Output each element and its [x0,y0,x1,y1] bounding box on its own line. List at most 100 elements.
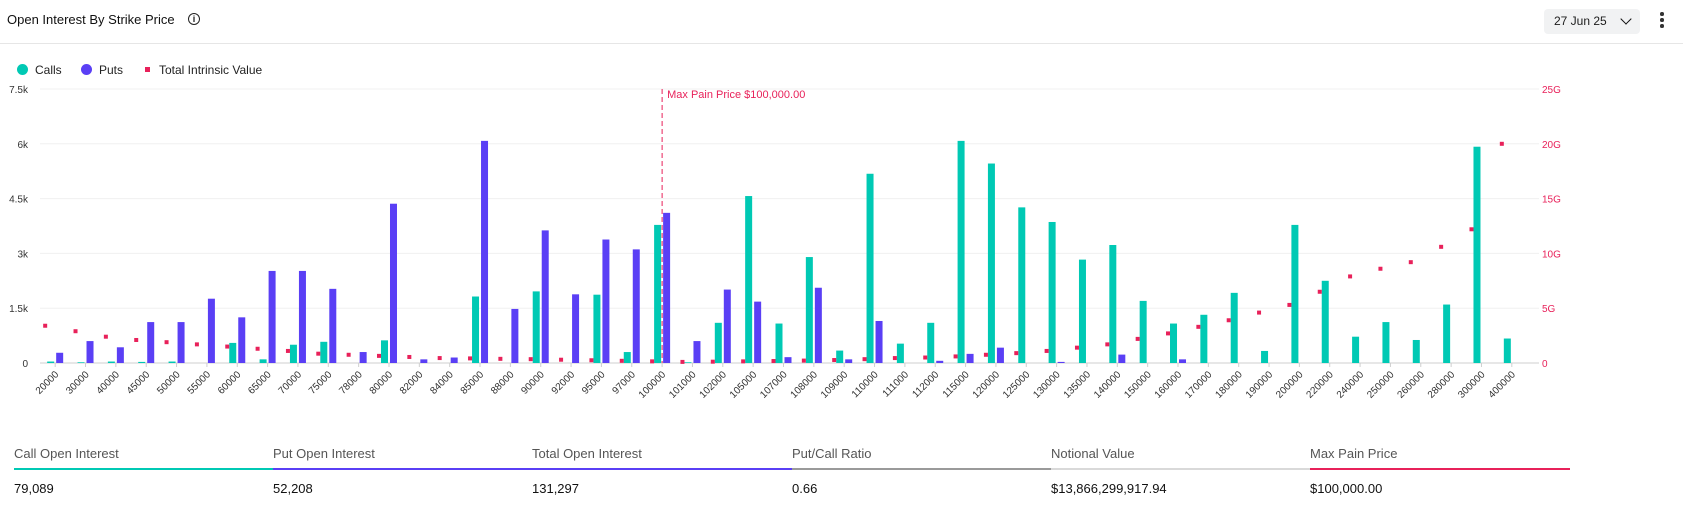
more-options-icon[interactable] [1658,12,1666,32]
legend-swatch-intrinsic [145,67,150,72]
x-tick-label: 112000 [910,369,941,400]
chevron-down-icon [1620,13,1632,25]
point-intrinsic-value [801,358,806,363]
stat-max-pain-price: Max Pain Price $100,000.00 [1310,446,1570,506]
x-tick-label: 92000 [550,369,578,397]
x-tick-label: 90000 [519,369,547,397]
point-intrinsic-value [1105,342,1110,347]
x-tick-label: 240000 [1335,369,1367,401]
bar-puts [693,341,701,363]
legend-swatch-calls [17,64,28,75]
bar-puts [723,289,731,363]
bar-calls [1473,146,1481,363]
bar-calls [107,361,115,363]
x-tick-label: 60000 [216,369,244,397]
x-tick-label: 140000 [1092,369,1124,401]
point-intrinsic-value [528,357,533,362]
stat-value: 0.66 [792,481,818,496]
stat-underline [1310,468,1570,470]
x-tick-label: 190000 [1244,369,1276,401]
x-tick-label: 180000 [1213,369,1245,401]
x-tick-label: 70000 [277,369,305,397]
point-intrinsic-value [1499,141,1504,146]
bar-puts [450,357,458,363]
x-tick-label: 220000 [1304,369,1336,401]
bar-puts [814,287,822,363]
point-intrinsic-value [650,359,655,364]
page-title: Open Interest By Strike Price [7,12,175,27]
bar-puts [207,298,215,363]
bar-calls [289,344,297,363]
x-tick-label: 50000 [155,369,183,397]
bar-puts [56,352,64,363]
point-intrinsic-value [164,340,169,345]
bar-calls [1200,314,1208,363]
bar-calls [1078,259,1086,363]
y-right-tick-label: 5G [1542,304,1556,315]
bar-calls [593,294,601,363]
point-intrinsic-value [1257,310,1262,315]
expiry-date-select[interactable]: 27 Jun 25 [1544,9,1640,34]
bar-puts [784,357,792,363]
point-intrinsic-value [498,356,503,361]
stat-label: Total Open Interest [532,446,642,461]
point-intrinsic-value [832,358,837,363]
bar-calls [1109,244,1117,363]
x-tick-label: 109000 [819,369,851,401]
point-intrinsic-value [741,359,746,364]
x-tick-label: 88000 [489,369,517,397]
point-intrinsic-value [1166,331,1171,336]
x-tick-label: 78000 [337,369,365,397]
bar-puts [845,359,853,363]
point-intrinsic-value [1317,289,1322,294]
bar-puts [632,249,640,363]
bar-calls [1139,300,1147,363]
bar-calls [896,343,904,363]
info-icon[interactable]: i [188,13,200,25]
x-tick-label: 105000 [728,369,760,401]
bar-puts [541,230,549,363]
bar-puts [359,352,367,363]
y-left-tick-label: 0 [22,359,28,370]
x-tick-label: 30000 [64,369,92,397]
x-tick-label: 115000 [941,369,972,400]
bar-puts [996,347,1004,363]
x-tick-label: 97000 [610,369,638,397]
point-intrinsic-value [1074,345,1079,350]
bar-calls [1321,280,1329,363]
y-left-tick-label: 4.5k [9,195,29,206]
bar-puts [936,360,944,363]
point-intrinsic-value [619,358,624,363]
point-intrinsic-value [285,348,290,353]
x-tick-label: 170000 [1183,369,1215,401]
legend-label-calls: Calls [35,63,62,77]
x-tick-label: 130000 [1031,369,1063,401]
bar-puts [602,239,610,363]
x-tick-label: 250000 [1365,369,1397,401]
point-intrinsic-value [376,353,381,358]
bar-calls [532,291,540,363]
stat-underline [14,468,274,470]
point-intrinsic-value [771,359,776,364]
y-left-tick-label: 1.5k [9,304,29,315]
point-intrinsic-value [1226,318,1231,323]
x-tick-label: 150000 [1122,369,1154,401]
bar-calls [138,361,146,363]
bar-puts [966,353,974,363]
stats-row: Call Open Interest 79,089 Put Open Inter… [0,446,1683,506]
point-intrinsic-value [983,352,988,357]
point-intrinsic-value [862,357,867,362]
point-intrinsic-value [407,354,412,359]
stat-total-open-interest: Total Open Interest 131,297 [532,446,792,506]
y-left-tick-label: 7.5k [9,85,29,96]
bar-calls [684,362,692,363]
bar-puts [177,322,185,363]
bar-puts [481,140,489,363]
point-intrinsic-value [225,344,230,349]
bar-puts [116,347,124,363]
stat-call-open-interest: Call Open Interest 79,089 [14,446,274,506]
bar-puts [268,270,276,363]
bar-calls [1291,224,1299,363]
stat-underline [273,468,533,470]
